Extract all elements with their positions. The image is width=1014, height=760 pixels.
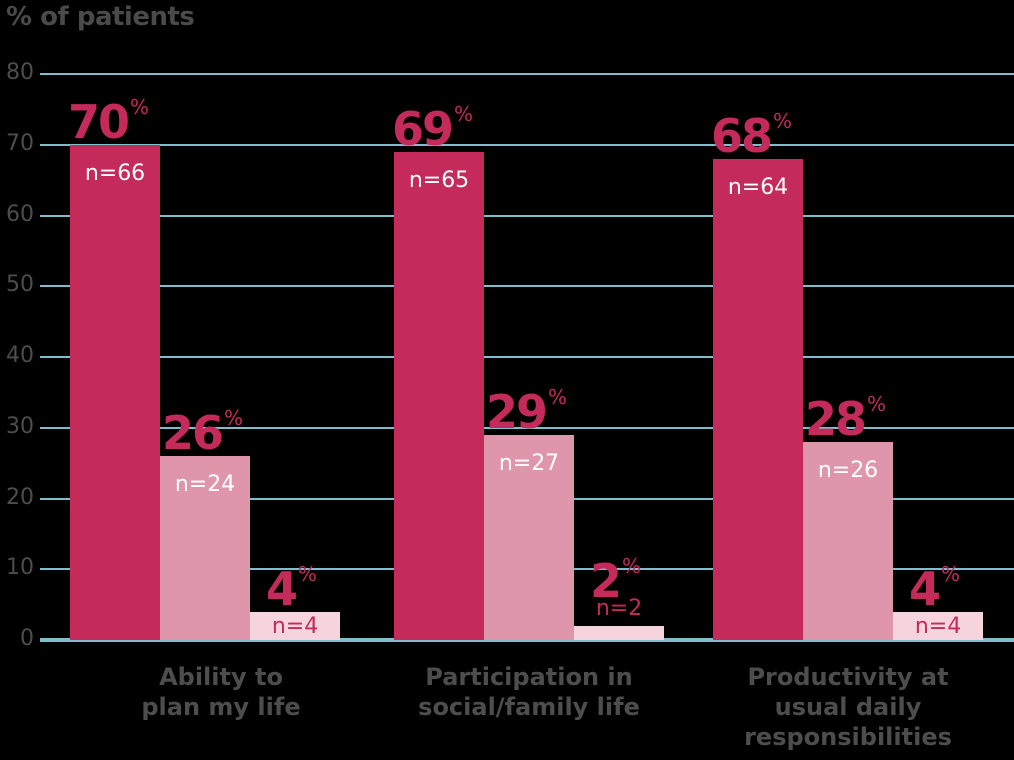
- y-tick-label: 70: [6, 130, 34, 156]
- bar: [713, 158, 803, 640]
- category-label: Ability to plan my life: [141, 663, 301, 721]
- bar: [574, 625, 664, 640]
- n-label: n=26: [817, 457, 879, 483]
- percent-label: 4%: [266, 561, 318, 616]
- percent-label: 4%: [909, 561, 961, 616]
- bar: [394, 151, 484, 640]
- bar: [250, 611, 340, 640]
- n-label: n=24: [174, 472, 236, 498]
- gridline: [40, 214, 1014, 217]
- n-label: n=4: [914, 613, 962, 639]
- percent-label: 70%: [68, 94, 150, 149]
- n-label: n=4: [271, 613, 319, 639]
- y-tick-label: 30: [6, 413, 34, 439]
- y-tick-label: 80: [6, 60, 34, 85]
- percent-label: 68%: [711, 108, 793, 163]
- n-label: n=27: [498, 450, 560, 476]
- y-tick-label: 0: [20, 626, 34, 651]
- y-tick-label: 50: [6, 272, 34, 298]
- n-label: n=2: [595, 595, 643, 621]
- y-tick-label: 10: [6, 555, 34, 581]
- bar: [484, 434, 574, 640]
- bar: [160, 456, 250, 640]
- percent-label: 26%: [162, 406, 244, 461]
- y-tick-label: 20: [6, 484, 34, 510]
- gridline: [40, 356, 1014, 358]
- x-axis-baseline: [40, 638, 1014, 642]
- y-axis-title: % of patients: [6, 2, 195, 32]
- bar: [893, 611, 983, 640]
- n-label: n=66: [84, 160, 146, 186]
- percent-label: 29%: [486, 384, 568, 439]
- y-tick-label: 60: [6, 201, 34, 227]
- percent-label: 28%: [805, 391, 887, 446]
- gridline: [40, 143, 1014, 146]
- percent-label: 2%: [590, 553, 642, 608]
- percent-label: 69%: [392, 101, 474, 156]
- y-tick-label: 40: [6, 343, 34, 368]
- category-label: Productivity at usual daily responsibiliti…: [744, 663, 952, 751]
- gridline: [40, 73, 1014, 75]
- gridline: [40, 285, 1014, 288]
- n-label: n=65: [408, 167, 470, 193]
- category-label: Participation in social/family life: [418, 663, 640, 721]
- bar: [70, 144, 160, 640]
- gridline: [40, 426, 1014, 429]
- bar: [803, 441, 893, 640]
- n-label: n=64: [727, 174, 789, 200]
